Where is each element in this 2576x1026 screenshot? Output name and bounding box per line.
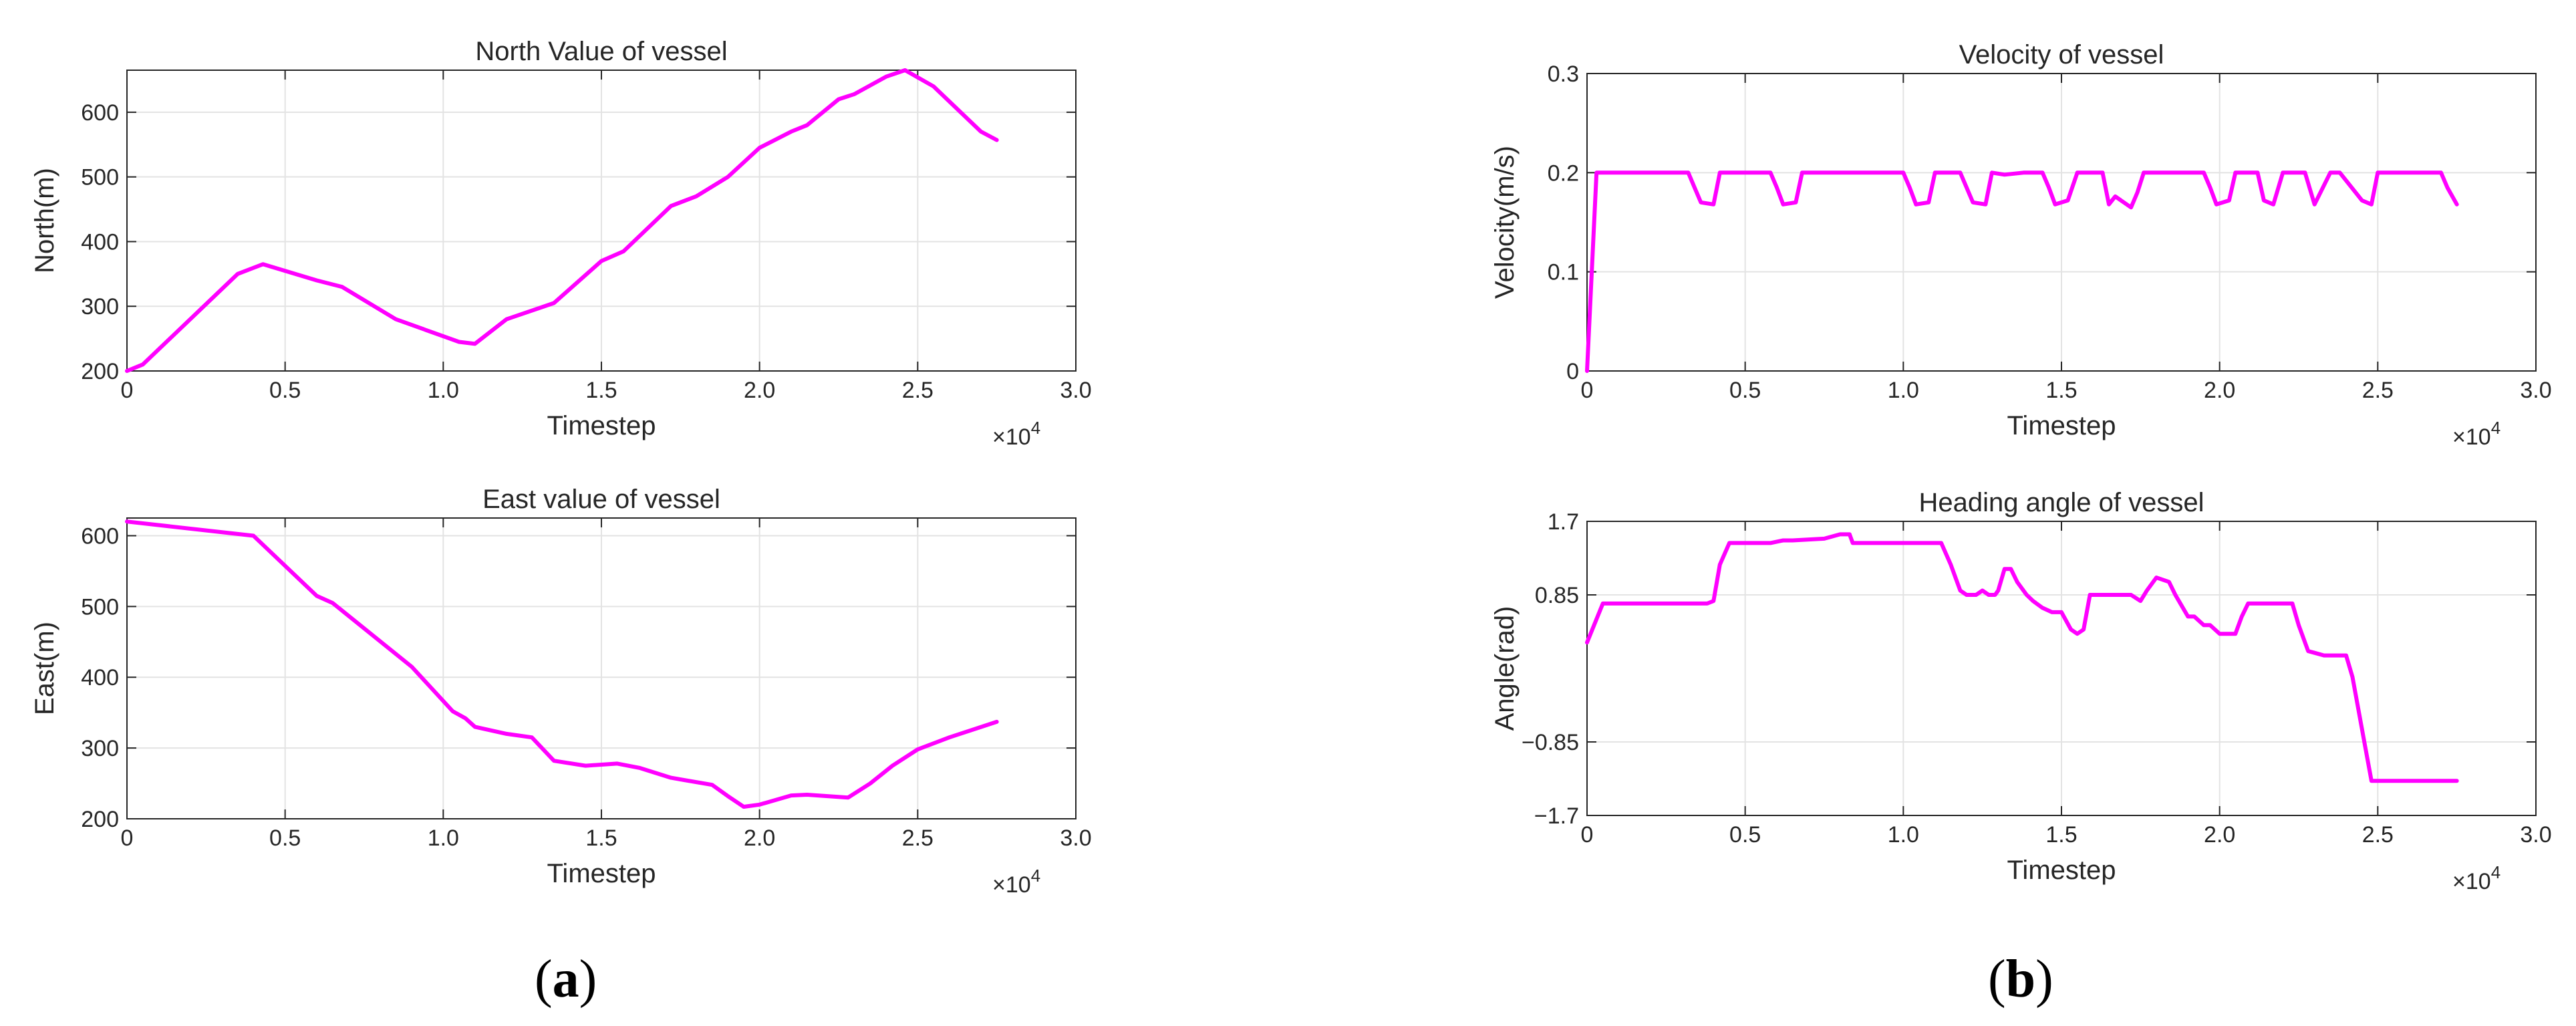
y-tick-label: 0 — [1566, 359, 1579, 384]
x-multiplier: ×104 — [2452, 418, 2500, 450]
x-tick-label: 3.0 — [2520, 822, 2551, 848]
x-multiplier-base: ×10 — [992, 872, 1031, 898]
x-tick-label: 1.0 — [1888, 378, 1919, 403]
x-tick-label: 0 — [121, 825, 134, 851]
x-tick-label: 3.0 — [1060, 378, 1091, 403]
y-tick-label: 400 — [81, 229, 119, 255]
y-tick-label: 500 — [81, 594, 119, 620]
x-tick-label: 3.0 — [2520, 378, 2551, 403]
x-tick-label: 0 — [121, 378, 134, 403]
series-line-east — [125, 519, 999, 809]
x-multiplier-exponent: 4 — [2491, 862, 2500, 882]
x-multiplier-base: ×10 — [2452, 869, 2491, 894]
chart-east: 0 0.5 1.0 1.5 2.0 2.5 3.0 200 300 400 500 600 East v… — [30, 485, 1092, 898]
panel-label-a: (a) — [535, 950, 597, 1009]
series-line-north — [125, 68, 999, 373]
x-tick-label: 1.5 — [2045, 378, 2077, 403]
x-tick-label: 2.5 — [902, 378, 934, 403]
chart-title: East value of vessel — [482, 485, 720, 514]
chart-north: 0 0.5 1.0 1.5 2.0 2.5 3.0 200 300 400 500 600 North … — [30, 37, 1092, 450]
x-tick-label: 1.5 — [2045, 822, 2077, 848]
x-multiplier-base: ×10 — [992, 424, 1031, 450]
x-tick-label: 2.0 — [2204, 378, 2235, 403]
y-axis-label: North(m) — [30, 168, 59, 273]
x-multiplier: ×104 — [992, 866, 1040, 898]
y-tick-label: 600 — [81, 100, 119, 126]
y-tick-label: 0.3 — [1548, 61, 1579, 87]
x-multiplier-base: ×10 — [2452, 424, 2491, 450]
x-multiplier-exponent: 4 — [1031, 418, 1040, 438]
y-tick-label: 500 — [81, 165, 119, 190]
panel-label-b: (b) — [1988, 950, 2053, 1009]
x-tick-label: 2.0 — [744, 825, 775, 851]
y-tick-label: 300 — [81, 736, 119, 761]
y-tick-label: 400 — [81, 665, 119, 690]
x-tick-label: 3.0 — [1060, 825, 1091, 851]
series-line-velocity — [1585, 170, 2459, 373]
x-tick-label: 0.5 — [269, 825, 301, 851]
chart-title: North Value of vessel — [475, 37, 727, 66]
x-tick-label: 0.5 — [1729, 378, 1761, 403]
y-tick-label: 200 — [81, 359, 119, 384]
x-tick-label: 1.0 — [428, 825, 459, 851]
x-tick-label: 1.0 — [1888, 822, 1919, 848]
x-multiplier-exponent: 4 — [2491, 418, 2500, 438]
x-tick-label: 2.5 — [2362, 822, 2394, 848]
y-axis-label: Velocity(m/s) — [1490, 146, 1520, 299]
x-tick-label: 0 — [1581, 822, 1594, 848]
x-axis-label: Timestep — [2007, 411, 2116, 440]
panel-label-a-letter: a — [552, 950, 579, 1009]
y-tick-label: 200 — [81, 807, 119, 832]
chart-title: Velocity of vessel — [1959, 40, 2164, 70]
series-line-heading — [1585, 532, 2459, 783]
y-tick-label: 300 — [81, 294, 119, 319]
x-multiplier-exponent: 4 — [1031, 866, 1040, 886]
y-tick-label: 600 — [81, 523, 119, 549]
x-tick-label: 1.0 — [428, 378, 459, 403]
x-tick-label: 2.0 — [2204, 822, 2235, 848]
x-tick-label: 0 — [1581, 378, 1594, 403]
y-tick-label: −0.85 — [1522, 730, 1579, 755]
x-tick-label: 1.5 — [585, 825, 617, 851]
y-axis-label: East(m) — [30, 622, 59, 715]
chart-velocity: 0 0.5 1.0 1.5 2.0 2.5 3.0 0 0.1 0.2 0.3 Velocity of… — [1490, 40, 2552, 450]
chart-title: Heading angle of vessel — [1919, 488, 2204, 517]
x-tick-label: 2.0 — [744, 378, 775, 403]
x-multiplier: ×104 — [2452, 862, 2500, 894]
y-tick-label: 0.85 — [1535, 583, 1579, 608]
x-axis-label: Timestep — [547, 859, 656, 888]
x-tick-label: 2.5 — [2362, 378, 2394, 403]
chart-heading: 0 0.5 1.0 1.5 2.0 2.5 3.0 −1.7 −0.85 0.85 1.7 Headi… — [1490, 488, 2552, 894]
y-tick-label: 1.7 — [1548, 509, 1579, 535]
y-tick-label: −1.7 — [1534, 803, 1579, 829]
y-axis-label: Angle(rad) — [1490, 606, 1520, 731]
x-tick-label: 1.5 — [585, 378, 617, 403]
panel-label-b-letter: b — [2005, 950, 2036, 1009]
x-axis-label: Timestep — [2007, 856, 2116, 885]
x-tick-label: 0.5 — [1729, 822, 1761, 848]
x-multiplier: ×104 — [992, 418, 1040, 450]
x-axis-label: Timestep — [547, 411, 656, 440]
y-tick-label: 0.2 — [1548, 160, 1579, 186]
y-tick-label: 0.1 — [1548, 260, 1579, 285]
x-tick-label: 0.5 — [269, 378, 301, 403]
x-tick-label: 2.5 — [902, 825, 934, 851]
